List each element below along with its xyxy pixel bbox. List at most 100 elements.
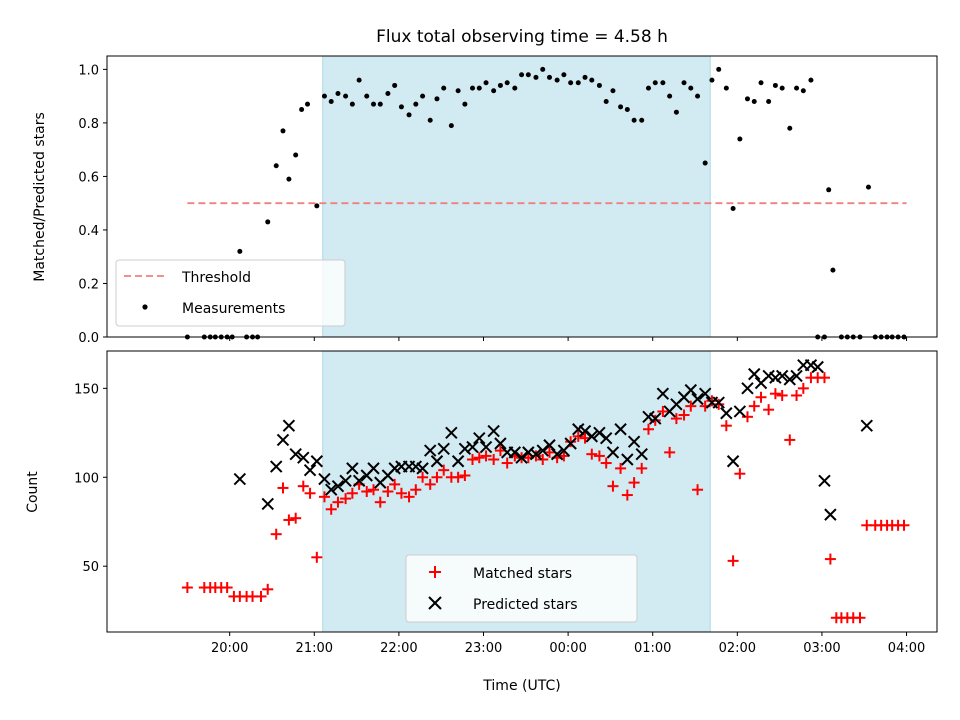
matched-point [438, 464, 450, 476]
measurement-point [540, 66, 546, 72]
counts-y-axis-label: Count [25, 471, 41, 513]
predicted-point [599, 431, 613, 445]
measurement-point [737, 136, 743, 142]
counts-panel-frame [106, 350, 938, 633]
matched-point [734, 468, 746, 480]
predicted-point [233, 472, 247, 486]
predicted-point [698, 387, 712, 400]
matched-point [678, 409, 690, 421]
measurement-point [525, 72, 531, 78]
x-axis-label: Time (UTC) [482, 678, 560, 694]
measurement-point [582, 74, 588, 80]
predicted-point [367, 462, 380, 475]
predicted-point [479, 440, 493, 454]
measurement-point [758, 80, 764, 86]
predicted-point [529, 447, 543, 461]
measurement-point [596, 82, 602, 88]
x-tick-label: 03:00 [803, 641, 840, 656]
predicted-point [614, 423, 627, 436]
counts-x-ticks: 20:00 21:00 22:00 23:00 00:00 01:00 02:00 03:00… [211, 632, 925, 656]
predicted-point [494, 437, 507, 450]
matched-point [311, 551, 323, 563]
measurement-point [299, 107, 305, 113]
matched-point [424, 478, 436, 490]
measurement-point [483, 80, 489, 86]
matched-point [368, 484, 380, 496]
x-tick-label: 23:00 [465, 641, 502, 656]
measurement-point [406, 112, 412, 118]
counts-panel: 20:00 21:00 22:00 23:00 00:00 01:00 02:00 03:00… [25, 350, 938, 694]
measurements-series [184, 66, 907, 340]
measurement-point [744, 96, 750, 102]
measurement-point [787, 125, 793, 131]
matched-point [586, 448, 598, 460]
predicted-point [270, 460, 283, 473]
x-tick-label: 02:00 [719, 641, 756, 656]
measurement-point [321, 93, 327, 99]
matched-point [763, 404, 775, 416]
measurement-point [519, 72, 525, 78]
matched-point [621, 489, 633, 501]
predicted-point [445, 426, 458, 440]
predicted-point [783, 373, 796, 386]
measurement-point [631, 117, 637, 123]
measurement-point [681, 80, 687, 86]
matched-point [346, 487, 358, 499]
ratio-legend: Threshold Measurements [115, 259, 346, 327]
predicted-point [635, 447, 648, 461]
matched-point [410, 484, 422, 496]
predicted-point [430, 455, 444, 468]
measurement-point [730, 206, 736, 212]
predicted-point [310, 455, 324, 468]
matched-point [593, 450, 605, 462]
measurement-point [392, 82, 398, 88]
predicted-point [297, 451, 310, 464]
measurements-legend-marker [142, 304, 148, 310]
measurement-point [660, 80, 666, 86]
measurement-point [794, 85, 800, 91]
measurement-point [561, 72, 567, 78]
matched-point [417, 471, 429, 483]
predicted-point [593, 426, 606, 440]
measurement-point [476, 85, 482, 91]
x-tick-label: 22:00 [380, 641, 417, 656]
measurement-point [751, 98, 757, 104]
matched-point [636, 462, 648, 474]
predicted-point [303, 463, 317, 477]
predicted-point [416, 462, 429, 475]
matched-point [755, 391, 767, 403]
ratio-panel: 0.0 0.2 0.4 0.6 0.8 1.0 Matched/Predicted sta… [32, 55, 938, 346]
predicted-point [691, 392, 704, 406]
matched-point [304, 487, 316, 499]
matched-point [488, 453, 500, 465]
predicted-point [818, 474, 831, 488]
matched-point [452, 471, 464, 483]
predicted-point [606, 446, 620, 459]
measurement-point [546, 74, 552, 80]
measurement-point [779, 85, 785, 91]
measurement-point [470, 85, 476, 91]
measurement-point [533, 74, 539, 80]
matched-point [572, 430, 584, 442]
matched-point [255, 590, 267, 602]
predicted-point [536, 444, 549, 457]
x-tick-label: 21:00 [296, 641, 333, 656]
matched-point [340, 493, 352, 505]
predicted-point [684, 383, 697, 397]
measurement-point [462, 101, 468, 107]
matched-point [431, 471, 443, 483]
predicted-point [289, 447, 302, 461]
ratio-x-ticks [229, 337, 908, 341]
x-tick-label: 04:00 [888, 641, 925, 656]
measurement-point [328, 98, 334, 104]
predicted-point [515, 451, 528, 464]
matched-point [459, 469, 471, 481]
measurement-point [554, 77, 560, 83]
measurement-point [314, 203, 320, 209]
measurement-point [772, 82, 778, 88]
matched-point [642, 423, 654, 435]
matched-point [664, 446, 676, 458]
matched-point [221, 582, 233, 594]
predicted-point [564, 437, 577, 450]
matched-point [395, 487, 407, 499]
